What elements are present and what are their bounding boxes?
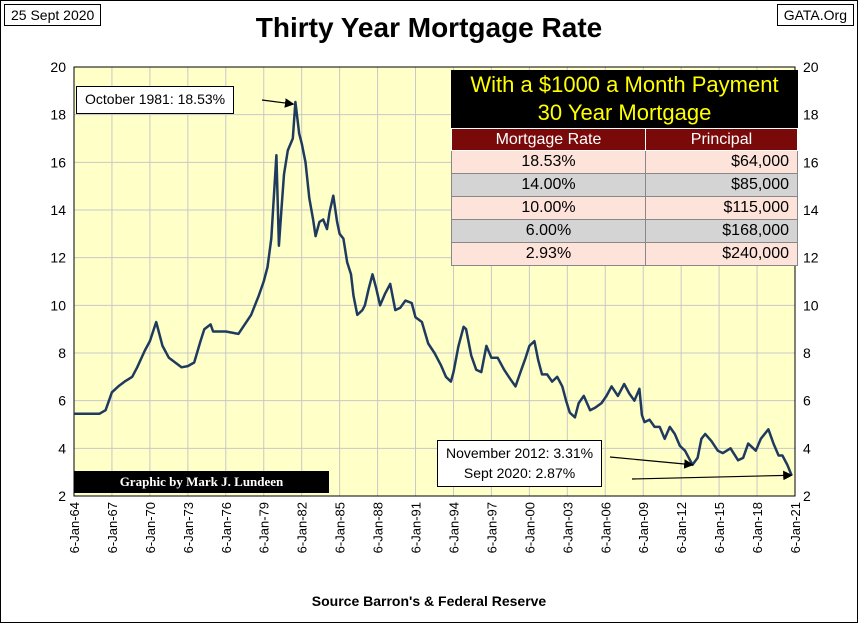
recent-annotation: November 2012: 3.31% Sept 2020: 2.87% xyxy=(437,440,603,488)
x-tick-label: 6-Jan-79 xyxy=(257,502,272,553)
rate-cell: 10.00% xyxy=(451,196,646,220)
x-tick-label: 6-Jan-82 xyxy=(295,502,310,553)
payment-table-panel: With a $1000 a Month Payment 30 Year Mor… xyxy=(451,70,799,266)
x-tick-label: 6-Jan-76 xyxy=(219,502,234,553)
sep2020-arrow xyxy=(631,470,793,481)
peak-annotation: October 1981: 18.53% xyxy=(76,86,235,114)
column-header-principal: Principal xyxy=(644,128,799,151)
y-tick-label-left: 14 xyxy=(50,202,66,218)
payment-table: Mortgage Rate Principal 18.53% $64,000 1… xyxy=(451,128,799,266)
y-tick-label-left: 6 xyxy=(58,393,66,409)
x-tick-label: 6-Jan-00 xyxy=(522,502,537,553)
y-tick-label-right: 12 xyxy=(803,250,819,266)
x-tick-label: 6-Jan-70 xyxy=(143,502,158,553)
y-tick-label-left: 18 xyxy=(50,107,66,123)
column-header-rate: Mortgage Rate xyxy=(451,128,646,151)
x-tick-label: 6-Jan-94 xyxy=(446,502,461,553)
chart-title: Thirty Year Mortgage Rate xyxy=(255,12,603,43)
nov2012-annotation: November 2012: 3.31% xyxy=(446,445,594,461)
principal-cell: $64,000 xyxy=(644,150,799,174)
table-row: 14.00% $85,000 xyxy=(451,173,799,197)
x-tick-label: 6-Jan-67 xyxy=(105,502,120,553)
y-tick-label-right: 8 xyxy=(803,345,811,361)
y-tick-label-left: 2 xyxy=(58,488,66,504)
x-tick-label: 6-Jan-03 xyxy=(560,502,575,553)
table-row: 6.00% $168,000 xyxy=(451,219,799,243)
principal-cell: $240,000 xyxy=(644,242,799,266)
principal-cell: $168,000 xyxy=(644,219,799,243)
brand-label: GATA.Org xyxy=(776,4,854,26)
x-tick-label: 6-Jan-06 xyxy=(598,502,613,553)
rate-cell: 18.53% xyxy=(451,150,646,174)
x-tick-label: 6-Jan-85 xyxy=(333,502,348,553)
x-tick-label: 6-Jan-21 xyxy=(788,502,803,553)
y-tick-label-right: 10 xyxy=(803,297,819,313)
mortgage-rate-line xyxy=(74,100,793,476)
y-tick-label-left: 16 xyxy=(50,154,66,170)
y-tick-label-left: 4 xyxy=(58,440,66,456)
payment-table-title-line2: 30 Year Mortgage xyxy=(537,100,712,125)
credit-label: Graphic by Mark J. Lundeen xyxy=(74,471,329,493)
x-tick-label: 6-Jan-73 xyxy=(181,502,196,553)
nov2012-arrow xyxy=(609,456,694,469)
x-tick-label: 6-Jan-09 xyxy=(636,502,651,553)
date-label: 25 Sept 2020 xyxy=(4,4,102,26)
y-tick-label-right: 2 xyxy=(803,488,811,504)
principal-cell: $115,000 xyxy=(644,196,799,220)
x-tick-label: 6-Jan-12 xyxy=(674,502,689,553)
x-tick-label: 6-Jan-91 xyxy=(409,502,424,553)
table-row: 2.93% $240,000 xyxy=(451,242,799,266)
principal-cell: $85,000 xyxy=(644,173,799,197)
x-tick-label: 6-Jan-15 xyxy=(712,502,727,553)
y-tick-label-left: 10 xyxy=(50,297,66,313)
table-row: 18.53% $64,000 xyxy=(451,150,799,174)
table-row: 10.00% $115,000 xyxy=(451,196,799,220)
y-tick-label-left: 8 xyxy=(58,345,66,361)
x-tick-label: 6-Jan-97 xyxy=(484,502,499,553)
rate-cell: 2.93% xyxy=(451,242,646,266)
y-tick-label-left: 20 xyxy=(50,59,66,75)
source-label: Source Barron's & Federal Reserve xyxy=(311,593,547,609)
y-tick-label-right: 20 xyxy=(803,59,819,75)
peak-arrow xyxy=(261,98,295,108)
y-tick-label-left: 12 xyxy=(50,250,66,266)
y-tick-label-right: 4 xyxy=(803,440,811,456)
payment-table-heading: With a $1000 a Month Payment 30 Year Mor… xyxy=(451,70,798,128)
plot-border xyxy=(73,66,796,497)
y-tick-label-right: 14 xyxy=(803,202,819,218)
x-tick-label: 6-Jan-64 xyxy=(67,502,82,553)
x-tick-label: 6-Jan-88 xyxy=(371,502,386,553)
x-tick-label: 6-Jan-18 xyxy=(750,502,765,553)
rate-cell: 6.00% xyxy=(451,219,646,243)
y-tick-label-right: 6 xyxy=(803,393,811,409)
y-tick-label-right: 16 xyxy=(803,154,819,170)
rate-cell: 14.00% xyxy=(451,173,646,197)
y-tick-label-right: 18 xyxy=(803,107,819,123)
payment-table-title-line1: With a $1000 a Month Payment xyxy=(470,72,779,97)
sep2020-annotation: Sept 2020: 2.87% xyxy=(463,464,576,481)
